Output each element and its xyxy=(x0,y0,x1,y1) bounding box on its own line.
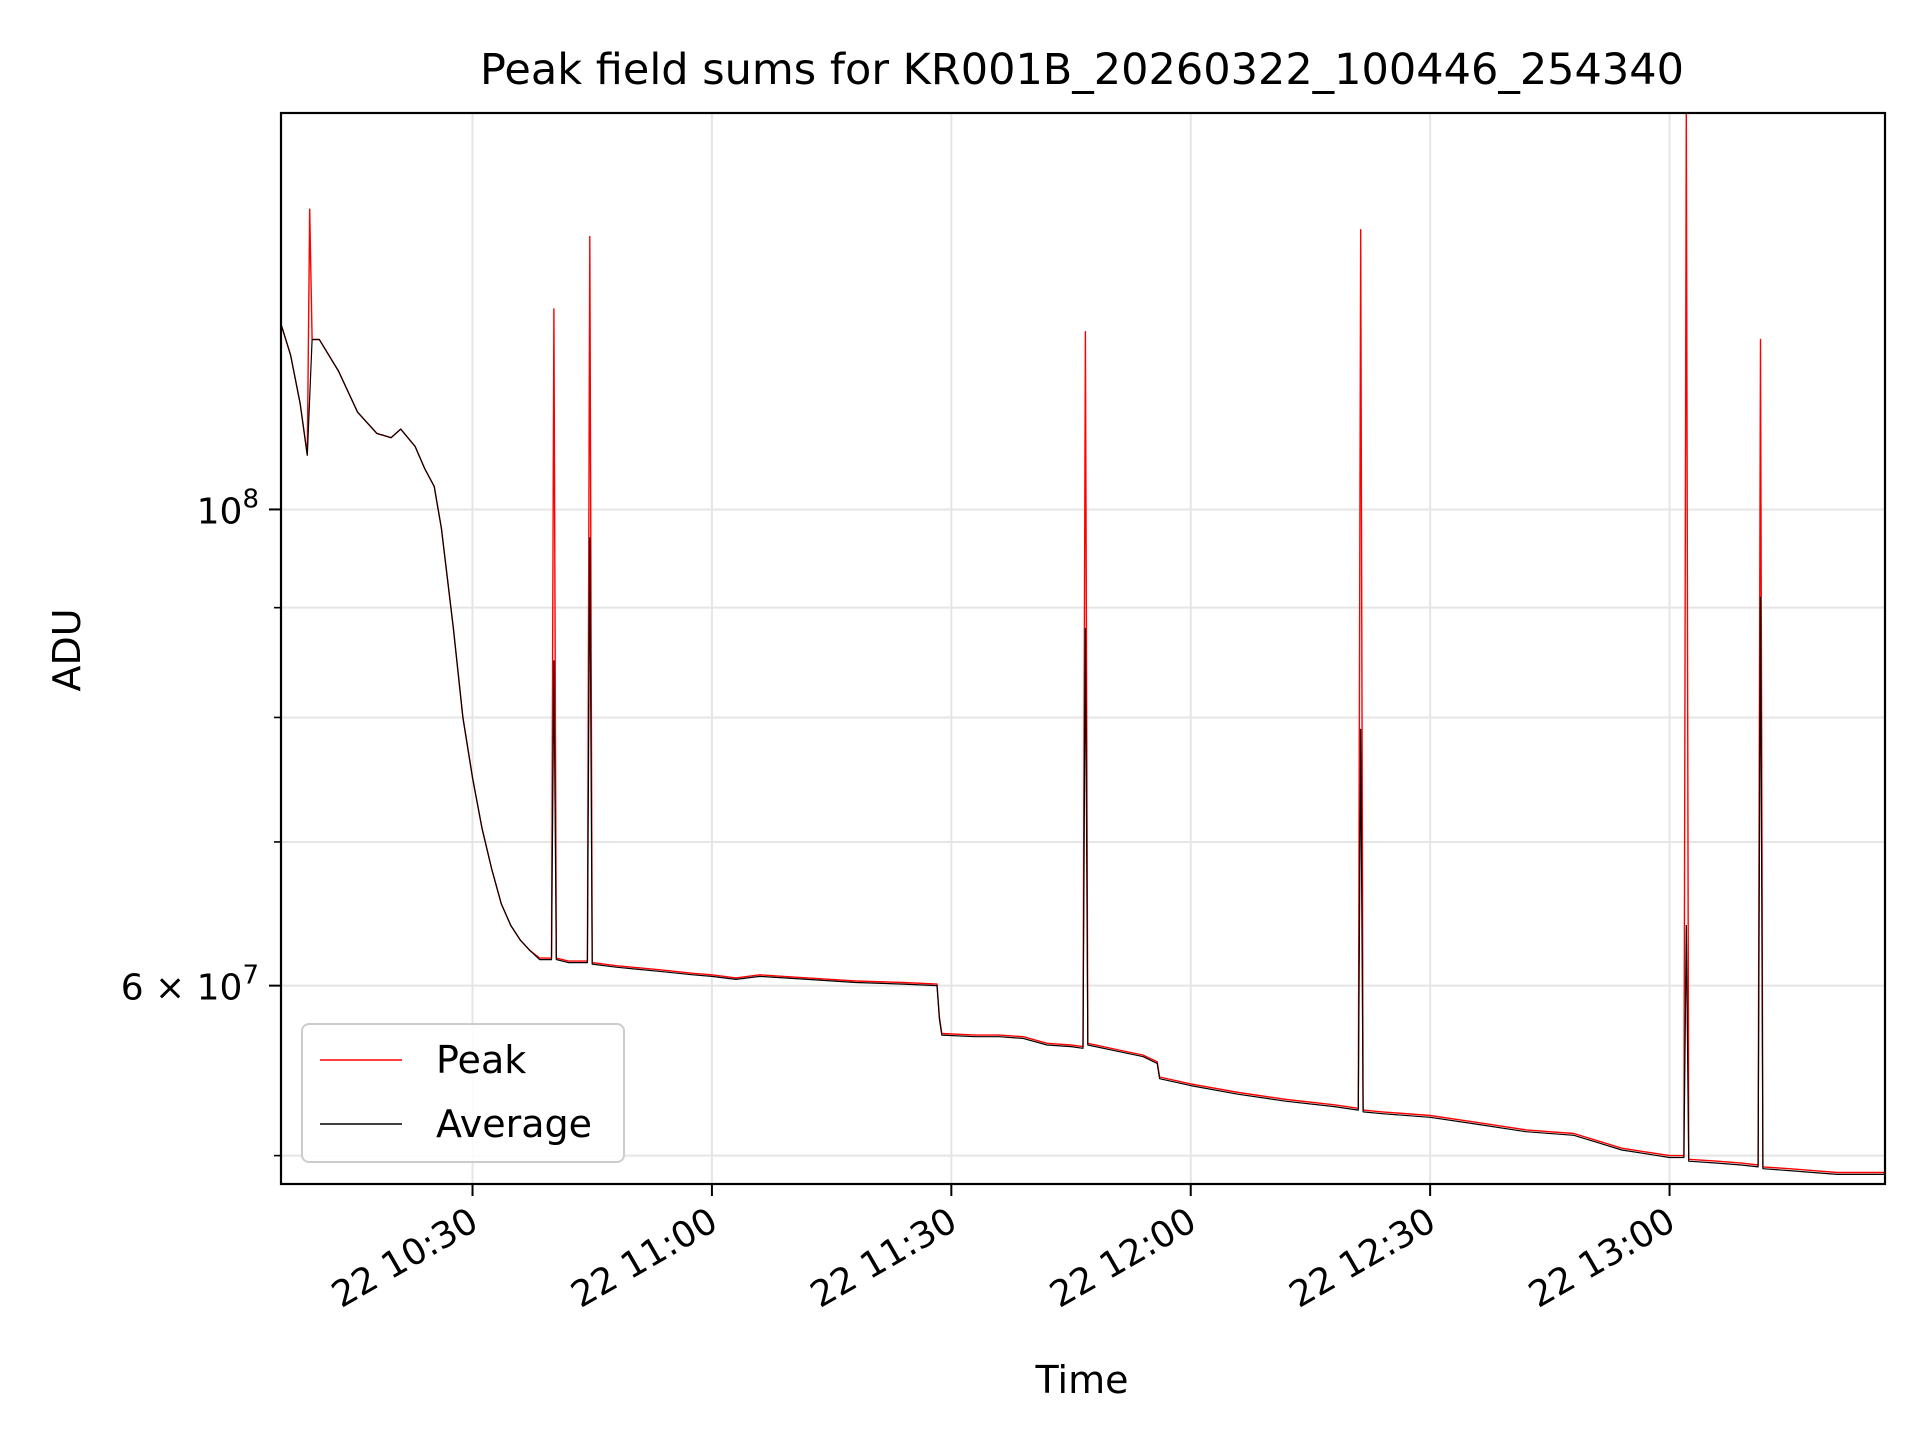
y-tick-label-exponent: 8 xyxy=(242,484,259,514)
y-tick-label: 108 xyxy=(197,484,259,532)
series-clip-group xyxy=(281,113,1885,1175)
y-tick-label-base: 6 × 10 xyxy=(121,968,243,1009)
y-tick-label-base: 10 xyxy=(197,491,243,532)
legend: Peak Average xyxy=(301,1023,625,1163)
series-line-average xyxy=(281,323,1885,1175)
legend-box xyxy=(301,1023,625,1163)
legend-average-label: Average xyxy=(436,1102,592,1146)
legend-peak-label: Peak xyxy=(436,1038,526,1082)
chart-title: Peak field sums for KR001B_20260322_1004… xyxy=(480,45,1684,95)
series-layer xyxy=(281,113,1885,1175)
y-axis-label: ADU xyxy=(45,608,89,691)
plot-frame xyxy=(279,111,1887,1186)
x-axis-label: Time xyxy=(1035,1358,1129,1402)
y-tick-label-exponent: 7 xyxy=(242,961,259,991)
y-tick-label: 6 × 107 xyxy=(121,961,259,1009)
